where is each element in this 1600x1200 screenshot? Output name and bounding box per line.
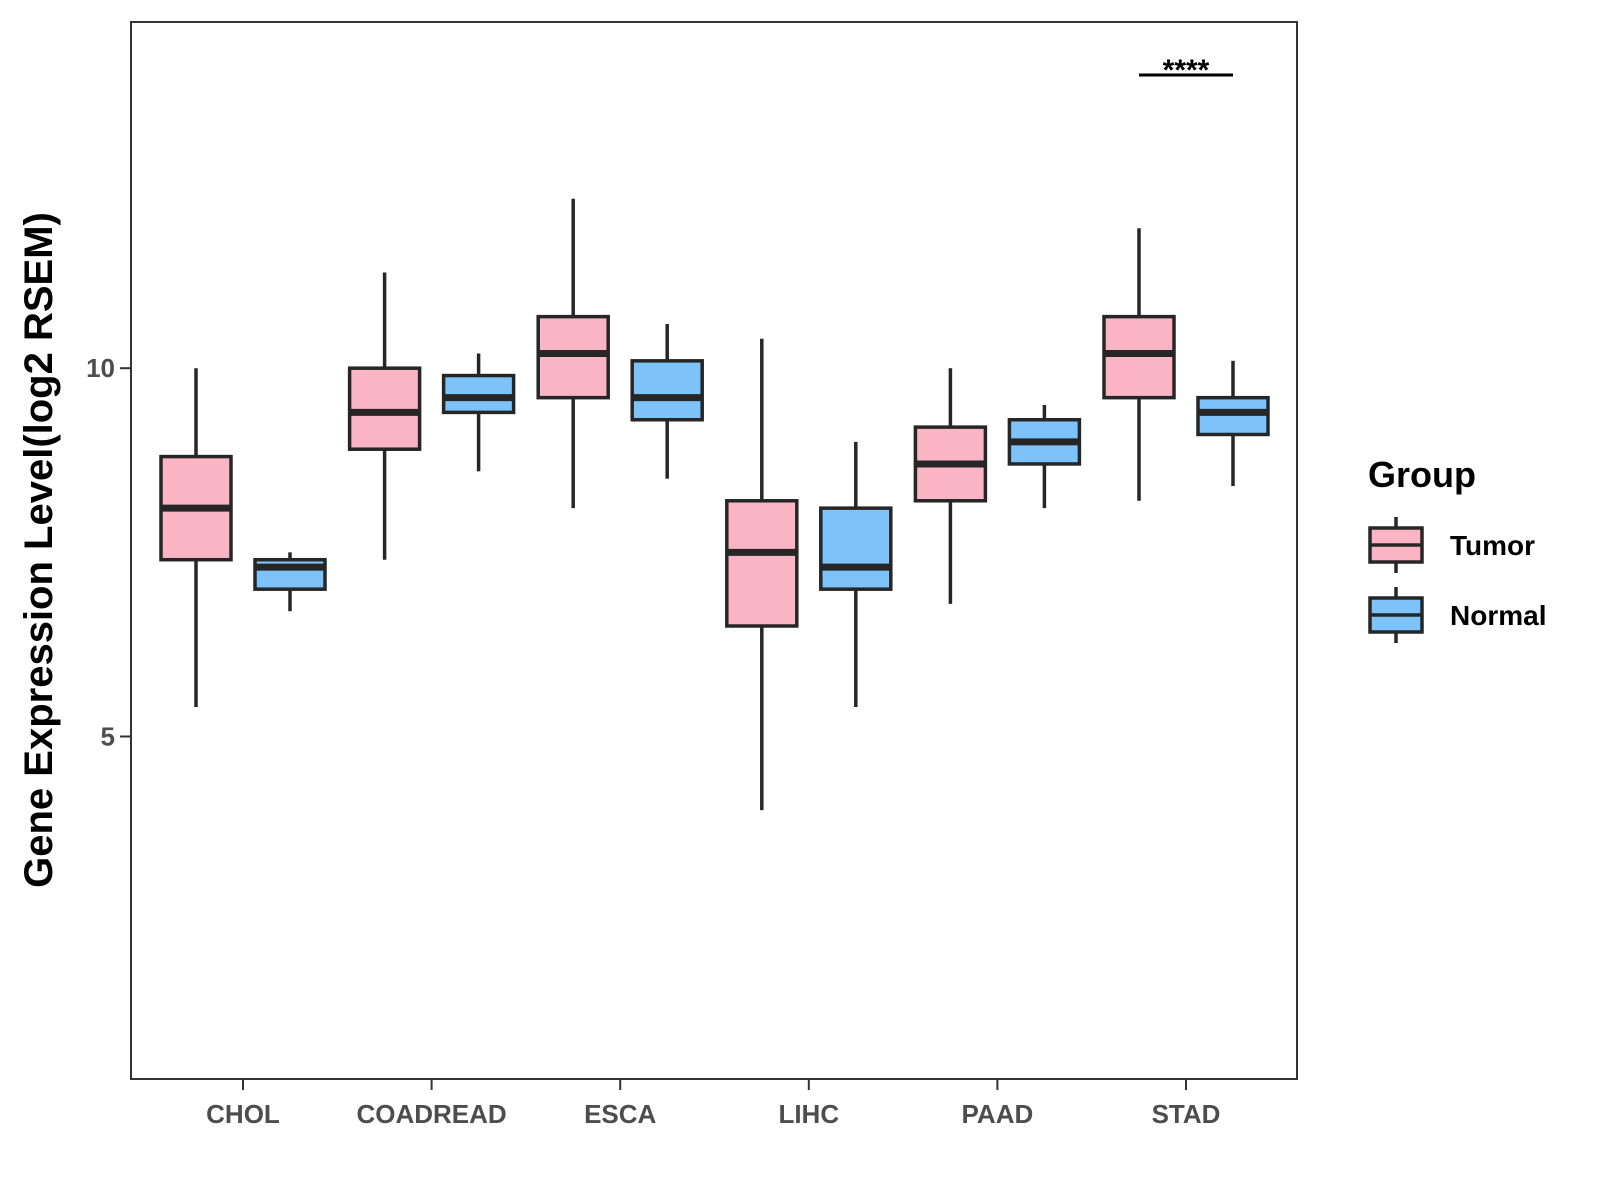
legend-key-normal xyxy=(1368,587,1424,643)
legend-label-normal: Normal xyxy=(1450,600,1546,631)
box-iqr xyxy=(725,499,799,628)
x-tick-label: PAAD xyxy=(962,1099,1034,1129)
x-tick-label: ESCA xyxy=(584,1099,656,1129)
legend-title: Group xyxy=(1368,454,1476,495)
box-normal-lihc xyxy=(819,441,893,708)
x-tick-label: CHOL xyxy=(206,1099,280,1129)
significance-label: **** xyxy=(1163,54,1210,87)
y-tick-label: 10 xyxy=(86,353,115,383)
box-normal-coadread xyxy=(441,353,516,472)
x-tick-label: LIHC xyxy=(778,1099,839,1129)
legend-label-tumor: Tumor xyxy=(1450,530,1535,561)
box-normal-paad xyxy=(1007,405,1082,509)
x-tick-label: COADREAD xyxy=(356,1099,506,1129)
box-tumor-coadread xyxy=(347,272,422,560)
box-normal-esca xyxy=(630,324,704,479)
box-iqr xyxy=(536,314,610,400)
box-normal-stad xyxy=(1196,360,1270,487)
box-tumor-paad xyxy=(913,368,988,604)
box-iqr xyxy=(1196,395,1270,437)
box-tumor-chol xyxy=(159,368,233,708)
box-tumor-lihc xyxy=(725,338,799,811)
box-iqr xyxy=(630,359,704,422)
plot-panel-border xyxy=(130,21,1298,1080)
legend-key-tumor xyxy=(1368,517,1424,573)
y-tick-label: 5 xyxy=(101,721,115,751)
box-tumor-esca xyxy=(536,198,610,509)
box-iqr xyxy=(441,373,516,415)
x-tick-label: STAD xyxy=(1152,1099,1221,1129)
y-axis-label: Gene Expression Level(log2 RSEM) xyxy=(17,212,61,888)
box-iqr xyxy=(1102,314,1176,400)
box-iqr xyxy=(819,506,893,591)
box-normal-chol xyxy=(253,552,327,612)
box-tumor-stad xyxy=(1102,228,1176,501)
box-iqr xyxy=(347,366,422,451)
